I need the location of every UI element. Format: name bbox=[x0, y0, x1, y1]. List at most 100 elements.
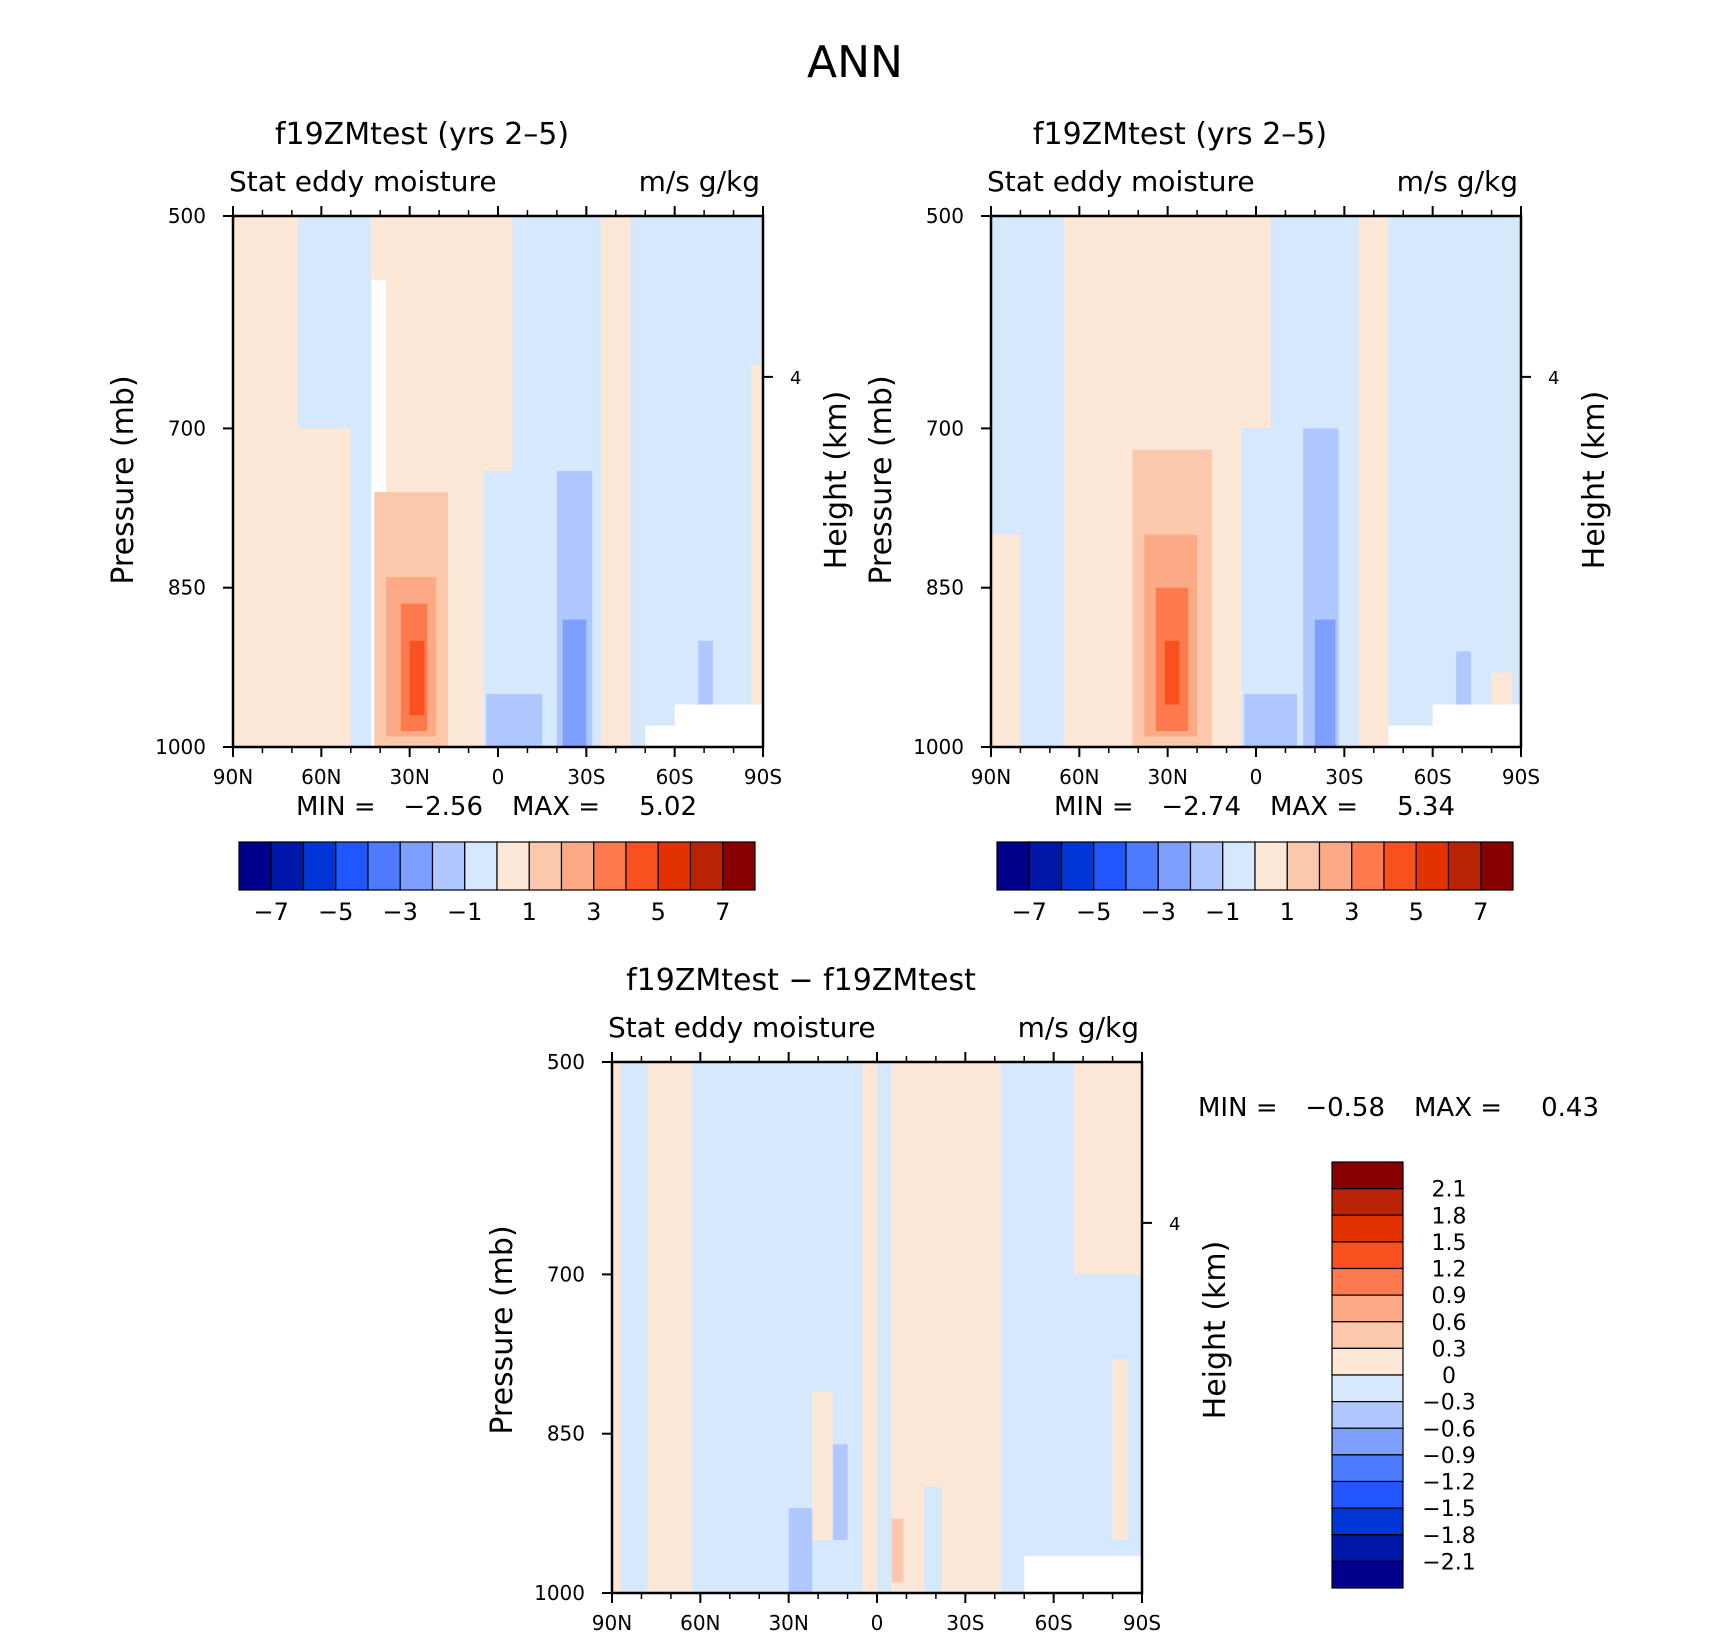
panel-1-colorbar-swatch bbox=[496, 841, 530, 891]
panel-1-right-tick-label: 4 bbox=[790, 368, 801, 389]
panel-1-colorbar-swatch bbox=[431, 841, 466, 891]
panel-3-right-tick-label: 4 bbox=[1169, 1214, 1180, 1235]
panel-2-colorbar-swatch bbox=[1060, 841, 1095, 891]
panel-3-colorbar-label: −2.1 bbox=[1422, 1550, 1475, 1575]
panel-3-contour-region-9 bbox=[1074, 1062, 1142, 1275]
panel-3-colorbar-swatch bbox=[1331, 1161, 1404, 1190]
panel-1-subtitle-right: m/s g/kg bbox=[639, 165, 760, 198]
panel-3-colorbar-swatch bbox=[1331, 1480, 1404, 1509]
panel-1-colorbar: −7 −5 −3 −1 1 3 5 7 bbox=[238, 841, 756, 926]
panel-2-x-tick-label: 0 bbox=[1250, 765, 1263, 789]
panel-3-x-tick-label: 60N bbox=[680, 1611, 720, 1635]
panel-3-contour-region-14 bbox=[1024, 1555, 1142, 1593]
panel-2-ylabel: Pressure (mb) bbox=[864, 375, 899, 584]
panel-1-colorbar-swatch bbox=[335, 841, 369, 891]
panel-1-ylabel-right: Height (km) bbox=[819, 391, 854, 570]
panel-3-colorbar-swatch bbox=[1331, 1507, 1404, 1536]
panel-3-y-tick-label: 700 bbox=[547, 1262, 585, 1286]
panel-1-contour-region-15 bbox=[674, 704, 763, 747]
panel-1-max-label: MAX = bbox=[512, 792, 600, 822]
panel-2-colorbar-swatch bbox=[1254, 841, 1288, 891]
panel-3-colorbar-swatch bbox=[1331, 1214, 1404, 1243]
panel-2-colorbar-swatch bbox=[1189, 841, 1224, 891]
panel-2-contour-region-1 bbox=[991, 534, 1021, 747]
panel-3-min-value: −0.58 bbox=[1305, 1093, 1385, 1123]
panel-1-contour-region-8 bbox=[630, 216, 763, 747]
panel-1-contour-region-13 bbox=[486, 693, 543, 747]
panel-2-contour-region-6 bbox=[1388, 216, 1521, 747]
panel-3-colorbar-label: 1.8 bbox=[1432, 1204, 1467, 1229]
panel-3-contour-region-5 bbox=[877, 1062, 892, 1593]
panel-3-ylabel: Pressure (mb) bbox=[485, 1225, 520, 1434]
panel-3-x-tick-label: 60S bbox=[1035, 1611, 1073, 1635]
panel-1-contour-region-12 bbox=[562, 619, 587, 747]
panel-1-x-tick-label: 0 bbox=[492, 765, 505, 789]
panel-1-max-value: 5.02 bbox=[639, 792, 697, 822]
panel-2-contour-region-10 bbox=[1244, 693, 1298, 747]
panel-2-colorbar-swatch bbox=[1351, 841, 1385, 891]
panel-2-colorbar-swatch bbox=[1415, 841, 1450, 891]
panel-2-x-tick-label: 30N bbox=[1147, 765, 1187, 789]
panel-3-colorbar-label: −1.2 bbox=[1422, 1471, 1475, 1496]
panel-2-right-tick-label: 4 bbox=[1548, 368, 1559, 389]
panel-3-colorbar-swatch bbox=[1331, 1560, 1404, 1589]
panel-1-colorbar-label: 3 bbox=[586, 898, 601, 926]
panel-1-contour-region-7 bbox=[601, 216, 631, 747]
panel-3-colorbar-swatch bbox=[1331, 1241, 1404, 1270]
panel-3-y-tick-label: 1000 bbox=[534, 1581, 585, 1605]
panel-1-colorbar-swatch bbox=[560, 841, 595, 891]
panel-1-title: f19ZMtest (yrs 2–5) bbox=[275, 117, 569, 152]
panel-3-colorbar-label: 2.1 bbox=[1432, 1178, 1467, 1203]
panel-2-colorbar-label: 3 bbox=[1344, 898, 1359, 926]
panel-3-subtitle-right: m/s g/kg bbox=[1018, 1011, 1139, 1044]
panel-1-colorbar-label: −3 bbox=[383, 898, 418, 926]
panel-1-colorbar-swatch bbox=[528, 841, 563, 891]
panel-3-colorbar-swatch bbox=[1331, 1374, 1404, 1403]
panel-3-max-label: MAX = bbox=[1414, 1093, 1502, 1123]
panel-3-colorbar-swatch bbox=[1331, 1267, 1404, 1296]
panel-3-colorbar-label: 0 bbox=[1442, 1364, 1456, 1389]
panel-3-colorbar-swatch bbox=[1331, 1347, 1404, 1376]
panel-3-contour-region-12 bbox=[832, 1444, 848, 1540]
panel-1-y-tick-label: 850 bbox=[168, 576, 206, 600]
panel-1-x-tick-label: 90S bbox=[744, 765, 782, 789]
panel-2-colorbar-label: 5 bbox=[1409, 898, 1424, 926]
panel-1-colorbar-label: 7 bbox=[715, 898, 730, 926]
panel-1-colorbar-swatch bbox=[593, 841, 627, 891]
panel-2-colorbar-swatch bbox=[1318, 841, 1353, 891]
panel-1-subtitle-left: Stat eddy moisture bbox=[229, 165, 497, 198]
panel-3-colorbar-swatch bbox=[1331, 1188, 1404, 1216]
panel-2-colorbar-swatch bbox=[1093, 841, 1127, 891]
panel-2: f19ZMtest (yrs 2–5) Stat eddy moisture m… bbox=[864, 117, 1612, 926]
panel-1-min-value: −2.56 bbox=[403, 792, 483, 822]
panel-2-y-tick-label: 700 bbox=[926, 416, 964, 440]
panel-1-min-label: MIN = bbox=[296, 792, 376, 822]
panel-2-plot: 90N 60N 30N 0 30S 60S 90S 500 700 850 1000 4 bbox=[913, 204, 1559, 789]
panel-2-contour-region-12 bbox=[1432, 704, 1521, 747]
panel-1-plot: 90N 60N 30N 0 30S 60S 90S 500 700 850 1000 4 bbox=[155, 204, 801, 789]
panel-1-colorbar-swatch bbox=[238, 841, 272, 891]
panel-3-contour-region-13 bbox=[891, 1518, 904, 1583]
panel-3-subtitle-left: Stat eddy moisture bbox=[608, 1011, 876, 1044]
panel-2-contour-region-4 bbox=[1241, 216, 1271, 429]
panel-1-colorbar-swatch bbox=[625, 841, 659, 891]
panel-3-x-tick-label: 30N bbox=[768, 1611, 808, 1635]
figure-title: ANN bbox=[807, 37, 903, 88]
panel-1-x-tick-label: 60S bbox=[656, 765, 694, 789]
panel-1-contour-region-9 bbox=[751, 364, 763, 747]
panel-3-colorbar-swatch bbox=[1331, 1321, 1404, 1349]
panel-3-colorbar-swatch bbox=[1331, 1534, 1404, 1562]
panel-1-colorbar-label: 5 bbox=[651, 898, 666, 926]
panel-2-y-tick-label: 1000 bbox=[913, 735, 964, 759]
panel-1-colorbar-label: 1 bbox=[522, 898, 537, 926]
panel-3-contour-region-1 bbox=[620, 1062, 648, 1593]
panel-3-colorbar-label: 0.9 bbox=[1432, 1284, 1467, 1309]
panel-2-max-label: MAX = bbox=[1270, 792, 1358, 822]
panel-2-subtitle-right: m/s g/kg bbox=[1397, 165, 1518, 198]
panel-1-colorbar-swatch bbox=[399, 841, 434, 891]
panel-1-x-tick-label: 30N bbox=[389, 765, 429, 789]
panel-2-colorbar-swatch bbox=[1383, 841, 1417, 891]
panel-3-contour-region-3 bbox=[812, 1391, 833, 1540]
panel-3-x-tick-label: 90S bbox=[1123, 1611, 1161, 1635]
panel-2-y-tick-label: 850 bbox=[926, 576, 964, 600]
